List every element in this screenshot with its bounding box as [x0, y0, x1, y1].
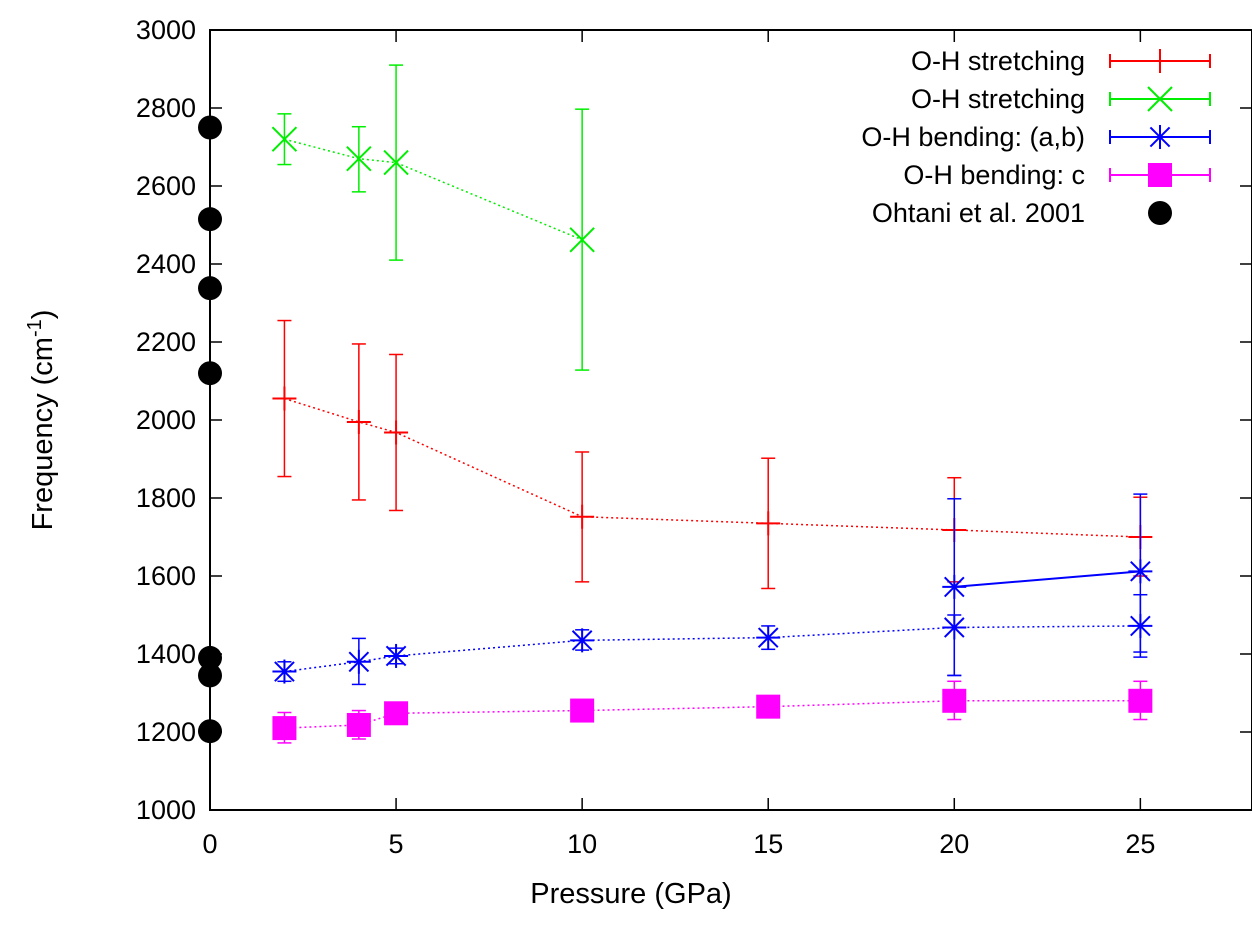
- data-point: [272, 716, 297, 741]
- y-tick-label: 1400: [136, 639, 196, 669]
- x-tick-label: 15: [753, 829, 783, 859]
- data-point: [271, 126, 298, 152]
- legend-label: O-H stretching: [911, 84, 1085, 114]
- data-point: [942, 574, 967, 599]
- data-point: [570, 698, 595, 723]
- data-point: [272, 386, 297, 411]
- data-point: [384, 701, 409, 726]
- data-point: [198, 207, 222, 232]
- series-5: [198, 115, 222, 744]
- plot-series: [198, 64, 1153, 744]
- legend-label: O-H bending: c: [903, 160, 1085, 190]
- x-tick-label: 0: [202, 829, 217, 859]
- x-axis: 0 5 10 15 20 25: [202, 30, 1155, 859]
- data-point: [756, 511, 781, 536]
- legend-label: O-H stretching: [911, 46, 1085, 76]
- x-tick-label: 5: [389, 829, 404, 859]
- data-point: [198, 663, 222, 688]
- y-tick-label: 2600: [136, 171, 196, 201]
- legend-marker: [1148, 49, 1172, 73]
- data-point: [569, 227, 595, 253]
- series-line: [284, 138, 583, 241]
- y-axis-title: Frequency (cm-1): [24, 310, 59, 531]
- legend-item: O-H stretching: [911, 46, 1211, 76]
- data-point: [383, 149, 409, 176]
- data-point: [346, 145, 372, 172]
- series-4: [272, 680, 1153, 744]
- data-point: [942, 688, 967, 713]
- legend-item: O-H bending: c: [903, 160, 1211, 190]
- y-tick-label: 3000: [136, 15, 196, 45]
- legend-marker: [1148, 201, 1172, 225]
- data-point: [384, 420, 409, 445]
- legend: O-H stretching O-H stretching O-H bending:…: [861, 46, 1211, 228]
- data-point: [346, 649, 371, 674]
- data-point: [1128, 688, 1153, 713]
- legend-label: O-H bending: (a,b): [861, 122, 1085, 152]
- plot-frame: [209, 29, 1252, 811]
- data-point: [198, 276, 222, 301]
- series-line: [284, 700, 1141, 729]
- series-1: [271, 64, 595, 371]
- y-tick-label: 2000: [136, 405, 196, 435]
- series-line: [284, 625, 1141, 673]
- legend-label: Ohtani et al. 2001: [872, 198, 1085, 228]
- data-point: [346, 712, 371, 737]
- legend-item: O-H bending: (a,b): [861, 122, 1211, 152]
- data-point: [198, 645, 222, 670]
- legend-item: O-H stretching: [911, 84, 1211, 114]
- series-0: [272, 319, 1153, 590]
- data-point: [346, 409, 371, 434]
- data-point: [1128, 559, 1153, 584]
- x-tick-label: 20: [939, 829, 969, 859]
- data-point: [570, 628, 595, 653]
- series-line: [284, 397, 1141, 538]
- data-point: [756, 625, 781, 650]
- data-point: [384, 643, 409, 668]
- x-tick-label: 10: [567, 829, 597, 859]
- y-tick-label: 2400: [136, 249, 196, 279]
- legend-marker: [1148, 125, 1172, 149]
- data-point: [756, 694, 781, 719]
- y-tick-label: 2800: [136, 93, 196, 123]
- y-tick-label: 1000: [136, 795, 196, 825]
- y-tick-label: 1200: [136, 717, 196, 747]
- data-point: [198, 361, 222, 386]
- y-axis: 1000 1200 1400 1600 1800 2000 2200 2400 2600 2800…: [136, 15, 1252, 825]
- data-point: [272, 659, 297, 684]
- data-point: [198, 115, 222, 140]
- legend-marker: [1147, 86, 1173, 112]
- data-point: [198, 719, 222, 744]
- x-axis-title: Pressure (GPa): [530, 878, 731, 910]
- y-tick-label: 1600: [136, 561, 196, 591]
- x-tick-label: 25: [1125, 829, 1155, 859]
- data-point: [570, 504, 595, 529]
- series-line: [954, 570, 1141, 588]
- y-tick-label: 2200: [136, 327, 196, 357]
- series-2: [272, 593, 1153, 686]
- legend-marker: [1148, 163, 1172, 187]
- legend-item: Ohtani et al. 2001: [872, 198, 1172, 228]
- series-3: [942, 493, 1153, 677]
- y-tick-label: 1800: [136, 483, 196, 513]
